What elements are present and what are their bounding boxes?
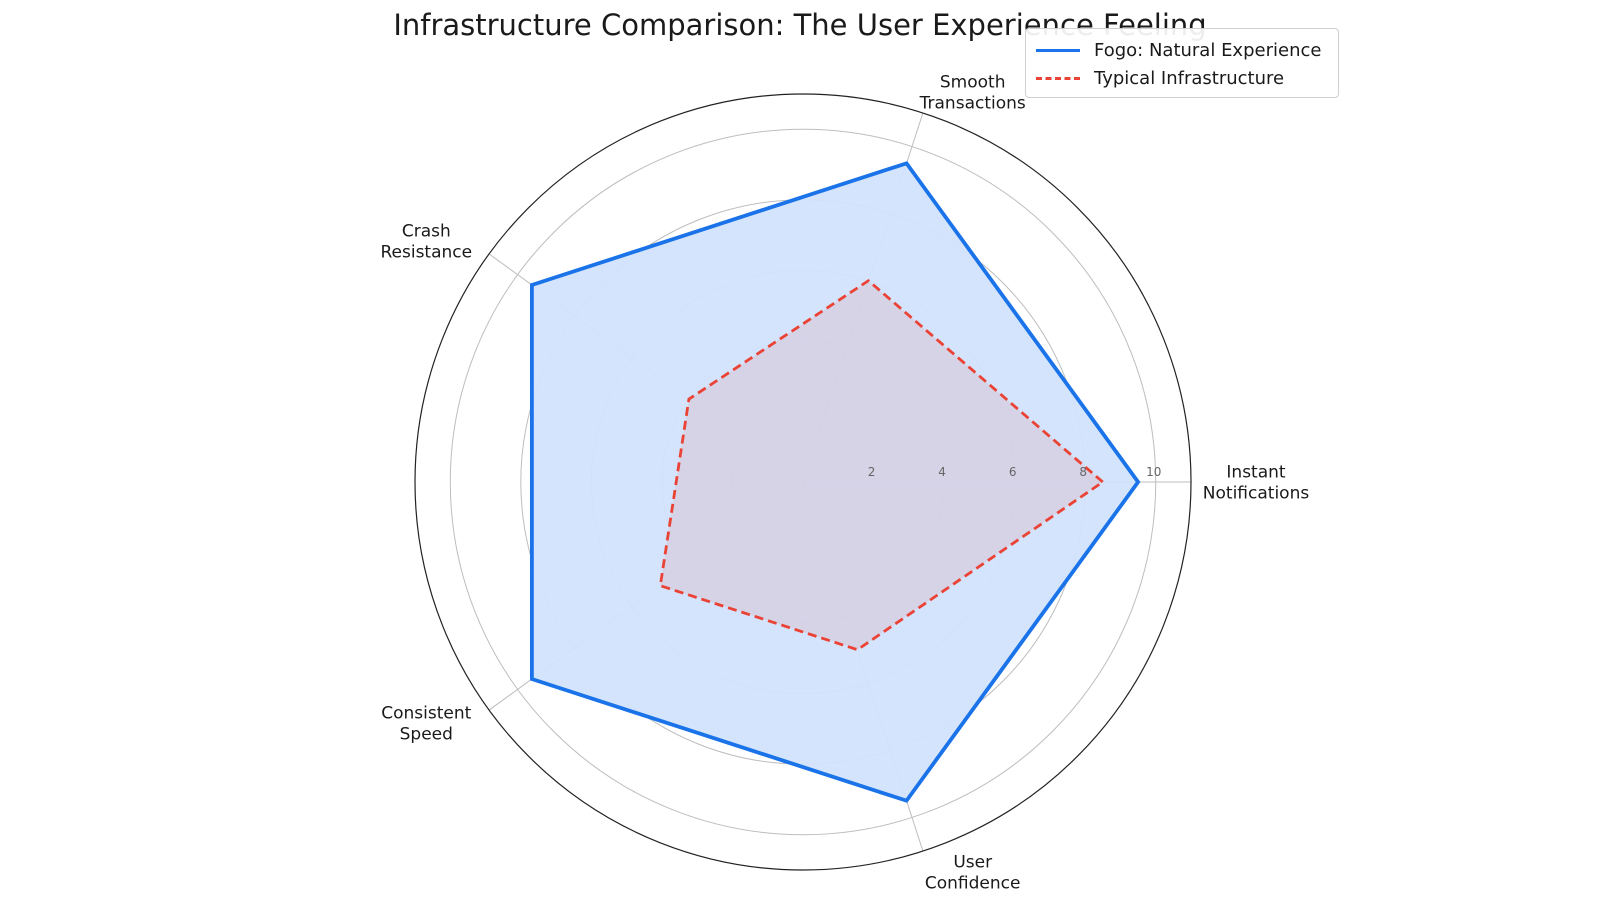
legend-label-fogo: Fogo: Natural Experience — [1094, 39, 1322, 61]
legend-swatch-typical — [1036, 76, 1080, 80]
axis-label-line: Transactions — [919, 94, 1026, 114]
axis-label-line: Smooth — [940, 73, 1006, 93]
r-tick-label: 4 — [938, 465, 946, 479]
chart-legend: Fogo: Natural Experience Typical Infrast… — [1025, 28, 1339, 98]
r-tick-label: 2 — [868, 465, 876, 479]
axis-label: Instant Notifications — [1203, 463, 1310, 504]
axis-label-line: User — [953, 852, 992, 872]
legend-item-typical: Typical Infrastructure — [1036, 67, 1284, 89]
axis-label: Smooth Transactions — [919, 73, 1026, 114]
series-line-1 — [658, 278, 1106, 652]
r-tick-label: 8 — [1079, 465, 1087, 479]
axis-label-line: Crash — [402, 222, 451, 242]
axis-label: Crash Resistance — [380, 222, 472, 263]
axis-label: User Confidence — [925, 852, 1021, 893]
axis-label-line: Speed — [400, 724, 453, 744]
r-tick-label: 6 — [1009, 465, 1017, 479]
axis-label-line: Confidence — [925, 873, 1021, 893]
axis-label-line: Instant — [1226, 463, 1286, 483]
r-tick-label: 10 — [1146, 465, 1161, 479]
axis-label-line: Consistent — [381, 703, 471, 723]
legend-label-typical: Typical Infrastructure — [1094, 67, 1285, 89]
axis-label-line: Notifications — [1203, 484, 1310, 504]
axis-label-line: Resistance — [380, 243, 472, 263]
radar-frame — [414, 93, 1192, 871]
legend-swatch-fogo — [1036, 48, 1080, 52]
series-area-0 — [531, 163, 1139, 801]
axis-label: Consistent Speed — [381, 703, 471, 744]
legend-item-fogo: Fogo: Natural Experience — [1036, 39, 1321, 61]
series-line-0 — [530, 161, 1141, 803]
